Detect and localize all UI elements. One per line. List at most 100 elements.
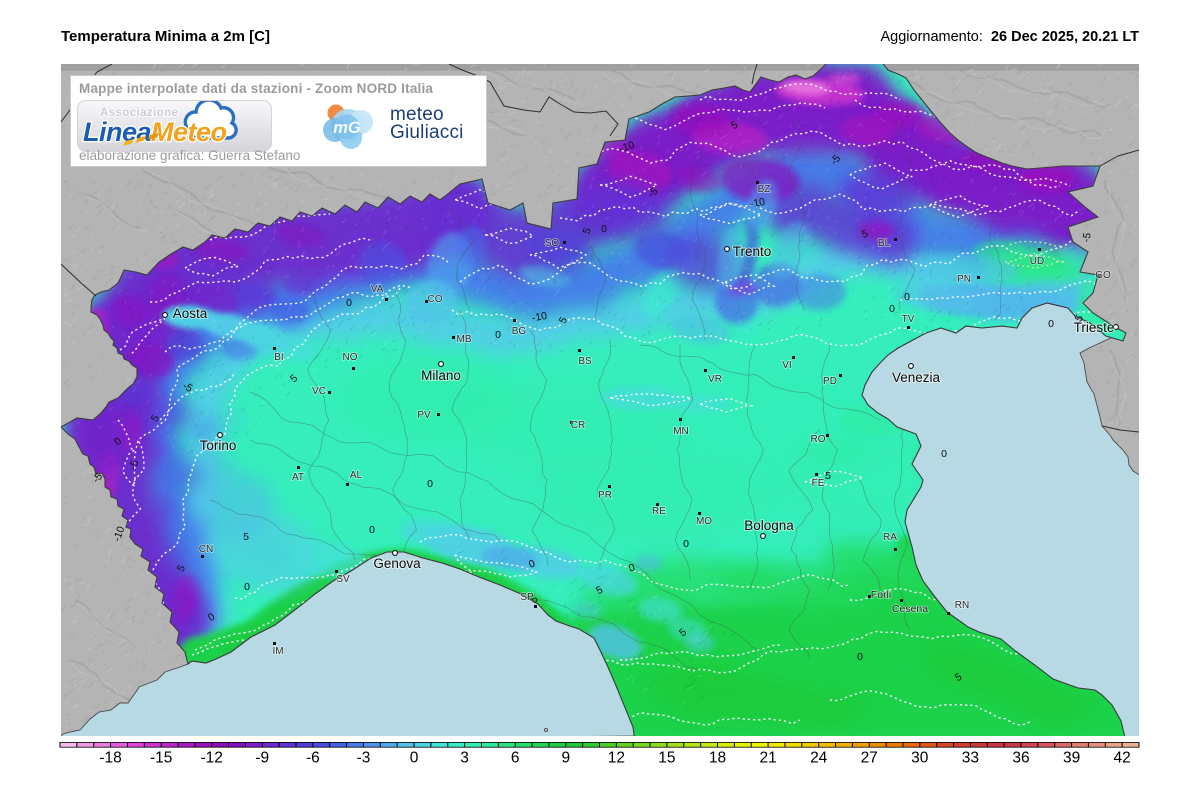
svg-text:42: 42 [1113,750,1130,767]
svg-text:3: 3 [460,750,469,767]
svg-text:BI: BI [274,352,283,363]
svg-text:Milano: Milano [421,368,461,383]
svg-text:RE: RE [652,506,666,517]
svg-text:CO: CO [428,294,443,305]
svg-text:SV: SV [336,574,350,585]
svg-text:Bologna: Bologna [744,518,794,533]
svg-text:0: 0 [427,478,433,490]
svg-text:PV: PV [417,410,431,421]
svg-text:5: 5 [581,226,594,236]
svg-text:39: 39 [1063,750,1080,767]
svg-text:RO: RO [811,434,826,445]
svg-text:BL: BL [878,238,891,249]
svg-text:5: 5 [825,470,831,482]
svg-text:5: 5 [594,584,605,597]
svg-text:-10: -10 [618,139,637,156]
svg-text:36: 36 [1012,750,1029,767]
svg-text:VI: VI [782,360,791,371]
svg-text:BS: BS [578,356,592,367]
svg-text:24: 24 [810,750,828,767]
svg-text:27: 27 [861,750,878,767]
svg-text:RN: RN [955,600,969,611]
svg-text:Forli: Forli [871,589,891,601]
svg-text:0: 0 [527,557,537,570]
svg-text:AT: AT [292,472,304,483]
svg-text:PD: PD [823,376,837,387]
svg-text:VR: VR [708,374,722,385]
svg-text:SO: SO [545,238,560,249]
svg-text:0: 0 [206,611,217,624]
svg-text:0: 0 [1048,318,1054,330]
svg-text:18: 18 [709,750,726,767]
svg-text:GO: GO [1095,270,1111,281]
svg-text:-18: -18 [99,750,121,767]
svg-text:0: 0 [495,329,501,341]
svg-text:12: 12 [608,750,625,767]
svg-text:mG: mG [333,119,361,137]
svg-text:FE: FE [812,478,825,489]
svg-text:IM: IM [272,646,283,657]
svg-text:TV: TV [902,314,915,325]
svg-text:6: 6 [511,750,520,767]
svg-text:21: 21 [759,750,776,767]
svg-text:0: 0 [244,581,250,593]
svg-text:SP: SP [520,592,534,603]
svg-text:-10: -10 [749,196,766,210]
svg-text:5: 5 [1073,313,1086,324]
svg-text:-6: -6 [306,750,320,767]
svg-text:MO: MO [696,516,712,527]
svg-text:5: 5 [149,413,162,424]
svg-text:0: 0 [601,223,607,235]
svg-text:LineaMeteo: LineaMeteo [83,117,227,147]
svg-text:CR: CR [571,420,585,431]
svg-text:-15: -15 [150,750,172,767]
svg-text:-12: -12 [200,750,222,767]
svg-text:0: 0 [627,561,637,574]
svg-text:Trieste: Trieste [1074,320,1115,335]
svg-text:Associazione: Associazione [100,107,178,119]
svg-text:5: 5 [729,119,740,132]
svg-text:0: 0 [904,291,910,303]
svg-text:BZ: BZ [758,184,771,195]
svg-text:CN: CN [199,544,213,555]
svg-text:Genova: Genova [373,556,421,571]
svg-text:0: 0 [889,303,895,315]
svg-text:0: 0 [410,750,419,767]
svg-text:-10: -10 [531,310,548,324]
svg-text:Trento: Trento [733,244,772,259]
svg-text:VC: VC [312,386,326,397]
svg-text:PR: PR [598,490,612,501]
svg-text:5: 5 [175,563,188,574]
svg-text:PN: PN [957,274,971,285]
svg-text:VA: VA [371,284,384,295]
svg-text:5: 5 [243,531,249,543]
svg-text:0: 0 [369,524,375,536]
svg-text:Venezia: Venezia [892,370,941,385]
svg-text:-5: -5 [1080,232,1093,243]
svg-text:NO: NO [343,352,358,363]
svg-text:0: 0 [857,651,863,663]
svg-text:5: 5 [953,671,964,684]
svg-text:5: 5 [557,315,570,326]
svg-text:-10: -10 [111,525,128,544]
svg-text:0: 0 [683,538,689,550]
svg-text:RA: RA [883,532,897,543]
svg-text:5: 5 [529,593,540,606]
svg-text:30: 30 [911,750,929,767]
svg-text:Aosta: Aosta [173,306,208,321]
svg-text:-9: -9 [255,750,269,767]
svg-text:MB: MB [457,334,472,345]
svg-text:9: 9 [561,750,570,767]
svg-text:33: 33 [962,750,979,767]
svg-text:Cesena: Cesena [892,603,928,615]
svg-text:UD: UD [1030,256,1044,267]
svg-text:0: 0 [941,448,947,460]
svg-text:-3: -3 [357,750,371,767]
svg-text:15: 15 [658,750,675,767]
svg-text:MN: MN [673,426,689,437]
svg-text:5: 5 [860,227,870,240]
svg-text:-5: -5 [127,458,142,471]
svg-text:Torino: Torino [200,438,237,453]
svg-text:BG: BG [512,326,527,337]
svg-text:AL: AL [350,470,363,481]
